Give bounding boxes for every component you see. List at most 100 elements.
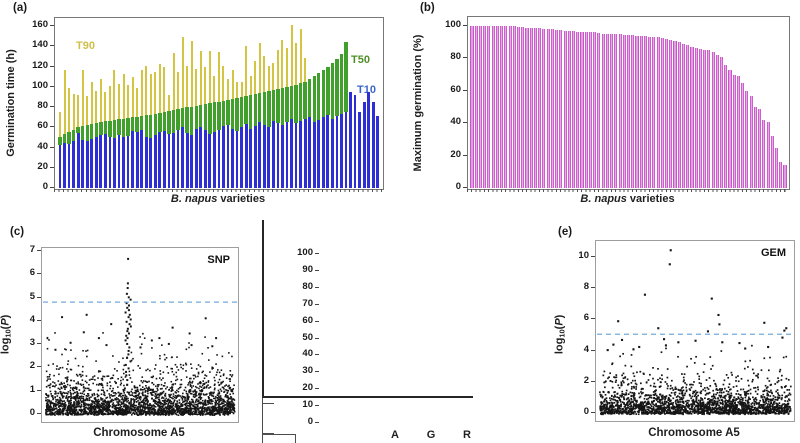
bar-t50 bbox=[289, 85, 294, 120]
bar-germination bbox=[601, 34, 605, 188]
bar-germination bbox=[504, 26, 508, 188]
bar-t10 bbox=[231, 129, 234, 188]
bar-t10 bbox=[344, 112, 348, 188]
bar-t90 bbox=[272, 63, 275, 90]
bar-germination bbox=[588, 32, 592, 188]
y-tick-label: 10 bbox=[578, 250, 589, 261]
x-axis-label-b: B. napus varieties bbox=[467, 193, 788, 205]
bar-t50 bbox=[140, 116, 144, 131]
y-tick-mark bbox=[315, 303, 319, 305]
bar-t90 bbox=[145, 65, 148, 116]
y-tick-mark bbox=[50, 85, 54, 87]
bar-germination bbox=[538, 28, 542, 188]
bar-germination bbox=[665, 38, 669, 188]
bar-germination bbox=[758, 108, 762, 188]
y-tick-label: 0 bbox=[29, 407, 35, 418]
y-tick-label: 70 bbox=[302, 297, 313, 309]
bar-t90 bbox=[299, 29, 302, 83]
y-tick-label: 5 bbox=[29, 290, 35, 302]
y-tick-mark bbox=[37, 319, 41, 321]
panel-c: (c) log10(P) SNP Chromosome A5 0 1 2 3 4 5 6 7 bbox=[0, 220, 262, 443]
bar-t90 bbox=[190, 41, 193, 107]
bar-t50 bbox=[280, 87, 285, 126]
bar-t90 bbox=[167, 94, 170, 112]
bar-germination bbox=[529, 27, 533, 188]
y-tick-label: 30 bbox=[302, 365, 313, 377]
bar-t50 bbox=[253, 93, 257, 127]
y-tick-mark bbox=[37, 389, 41, 391]
bar-t50 bbox=[308, 78, 312, 118]
whisker-low-line bbox=[262, 403, 263, 433]
y-tick-mark bbox=[50, 45, 54, 47]
bar-germination bbox=[766, 121, 770, 188]
bar-germination bbox=[770, 136, 774, 188]
y-tick-mark bbox=[591, 256, 595, 257]
bar-t50 bbox=[339, 54, 344, 115]
bar-germination bbox=[711, 51, 715, 188]
bar-t10 bbox=[303, 119, 307, 188]
bar-germination bbox=[563, 30, 567, 188]
whisker-low-cap bbox=[262, 432, 274, 435]
category-label-A: A bbox=[391, 429, 399, 441]
bar-t50 bbox=[130, 117, 135, 132]
bar-t50 bbox=[248, 94, 253, 130]
x-axis-label-a-italic: B. napus bbox=[170, 193, 218, 205]
bar-t10 bbox=[367, 91, 371, 188]
bar-t90 bbox=[140, 69, 143, 117]
bar-t10 bbox=[353, 94, 357, 188]
bar-t90 bbox=[208, 51, 211, 103]
bar-germination bbox=[508, 26, 512, 188]
bar-t10 bbox=[140, 130, 144, 188]
y-tick-mark bbox=[37, 413, 41, 414]
bar-t50 bbox=[94, 123, 98, 138]
bar-t50 bbox=[149, 115, 153, 139]
bar-t90 bbox=[63, 69, 66, 135]
bar-t50 bbox=[90, 124, 94, 140]
bar-germination bbox=[673, 40, 677, 188]
bar-t90 bbox=[81, 69, 84, 127]
bar-germination bbox=[720, 56, 724, 188]
bar-t50 bbox=[303, 81, 307, 120]
bar-t50 bbox=[212, 101, 217, 133]
bar-germination bbox=[715, 55, 719, 188]
y-tick-mark bbox=[315, 388, 319, 390]
bar-t90 bbox=[90, 81, 93, 125]
bar-t10 bbox=[258, 122, 262, 188]
bar-germination bbox=[775, 147, 779, 188]
bar-t90 bbox=[245, 46, 248, 96]
bar-germination bbox=[736, 76, 741, 188]
plot-area-b bbox=[467, 16, 790, 190]
bar-t50 bbox=[108, 121, 112, 138]
bar-t90 bbox=[281, 40, 284, 88]
y-tick-label: 60 bbox=[37, 120, 48, 132]
bar-t10 bbox=[317, 120, 321, 188]
y-axis-label-a: Germination time (h) bbox=[5, 49, 17, 157]
bar-t10 bbox=[208, 134, 212, 188]
bar-t50 bbox=[285, 86, 289, 123]
bar-germination bbox=[584, 32, 588, 188]
bar-t10 bbox=[131, 131, 135, 188]
y-tick-mark bbox=[50, 65, 54, 67]
y-tick-mark bbox=[37, 296, 41, 298]
bar-t50 bbox=[235, 97, 239, 132]
x-axis-label-b-italic: B. napus bbox=[580, 193, 627, 205]
bar-germination bbox=[652, 37, 656, 188]
y-tick-label: 4 bbox=[583, 343, 589, 355]
y-tick-mark bbox=[463, 154, 467, 156]
bar-t50 bbox=[121, 119, 126, 138]
bar-germination bbox=[478, 26, 482, 188]
bar-t50 bbox=[330, 63, 335, 120]
bar-t10 bbox=[194, 129, 198, 188]
y-tick-mark bbox=[591, 349, 595, 351]
bar-germination bbox=[597, 33, 601, 188]
bar-t50 bbox=[262, 91, 266, 126]
scatter-canvas-c bbox=[42, 248, 238, 422]
bar-t90 bbox=[286, 48, 288, 87]
bar-t50 bbox=[185, 107, 189, 134]
bar-t50 bbox=[103, 121, 108, 135]
bar-t10 bbox=[113, 138, 116, 188]
plot-area-e: GEM bbox=[595, 240, 795, 422]
bar-t50 bbox=[226, 99, 230, 126]
y-tick-mark bbox=[591, 287, 595, 289]
bar-t50 bbox=[208, 102, 212, 135]
